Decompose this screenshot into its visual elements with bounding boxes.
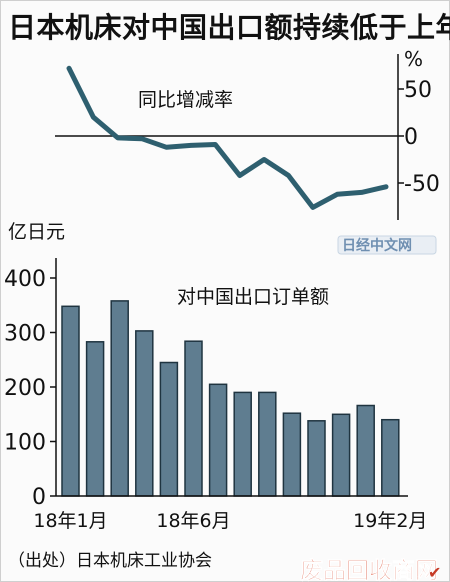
bar-yticks: 0 100 200 300 400 <box>4 267 56 510</box>
line-series-path <box>66 65 389 210</box>
bar-chart: 亿日元 0 100 200 300 400 18年1月 18年6月 19年2月 对中国出口订… <box>4 221 427 532</box>
bar-xtick-label: 19年2月 <box>353 510 427 532</box>
recycler-watermark: 废品回收商网 ✔ <box>300 557 442 582</box>
line-unit-label: % <box>404 47 423 71</box>
line-series-title: 同比增减率 <box>138 89 233 111</box>
bar <box>356 404 375 497</box>
nikkei-watermark-text: 日经中文网 <box>342 237 412 254</box>
bar-series-title: 对中国出口订单额 <box>177 286 329 308</box>
bar <box>233 391 252 497</box>
bar-xtick-label: 18年6月 <box>156 510 230 532</box>
bar-ytick-label: 200 <box>4 376 46 401</box>
bar-xtick-label: 18年1月 <box>33 510 107 532</box>
line-ticks: 50 0 -50 <box>398 78 440 197</box>
bar <box>184 340 203 497</box>
recycler-watermark-text: 废品回收商网 <box>300 557 438 582</box>
source-note: （出处）日本机床工业协会 <box>8 551 212 571</box>
nikkei-watermark: 日经中文网 <box>337 235 437 255</box>
bar-ytick-label: 400 <box>4 267 46 292</box>
bar <box>85 341 105 497</box>
bar <box>159 361 179 497</box>
chart-title: 日本机床对中国出口额持续低于上年 <box>8 11 450 44</box>
line-ytick-label: 50 <box>404 78 432 103</box>
bar <box>381 418 400 497</box>
bar-unit-label: 亿日元 <box>8 221 65 243</box>
bars <box>61 300 400 497</box>
bar <box>307 420 326 497</box>
bar <box>208 383 228 497</box>
bar <box>331 413 351 497</box>
bar-ytick-label: 0 <box>32 485 46 510</box>
bar <box>135 330 154 497</box>
bar-ytick-label: 300 <box>4 322 46 347</box>
line-ytick-label: -50 <box>404 172 440 197</box>
bar <box>61 305 80 497</box>
bar <box>110 300 129 497</box>
line-ytick-label: 0 <box>404 125 418 150</box>
bar <box>258 391 277 497</box>
bar <box>282 412 302 497</box>
line-chart: % 同比增减率 50 0 -50 <box>55 47 440 220</box>
bar-xticks: 18年1月 18年6月 19年2月 <box>33 510 427 532</box>
recycler-watermark-icon: ✔ <box>428 563 441 582</box>
bar-ytick-label: 100 <box>4 431 46 456</box>
